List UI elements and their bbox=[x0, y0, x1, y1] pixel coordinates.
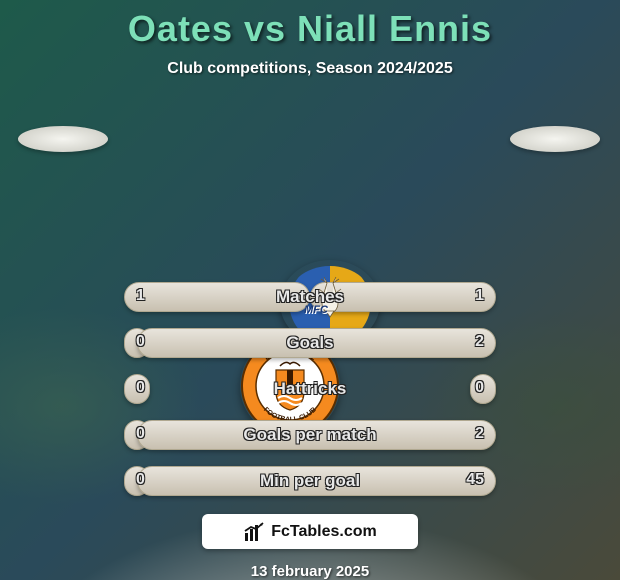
stat-value-right: 45 bbox=[466, 471, 484, 489]
page-title: Oates vs Niall Ennis bbox=[128, 8, 492, 50]
stat-row: Hattricks0 0 bbox=[124, 374, 496, 404]
stat-label: Hattricks bbox=[124, 379, 496, 399]
left-player-ellipse bbox=[18, 126, 108, 152]
stat-value-right: 1 bbox=[475, 287, 484, 305]
left-badge-initials: MFC bbox=[304, 304, 328, 316]
stat-bar-left bbox=[124, 282, 310, 312]
stat-row: Goals per match02 bbox=[124, 420, 496, 450]
brand-text: FcTables.com bbox=[271, 523, 377, 541]
date-line: 13 february 2025 bbox=[251, 563, 369, 580]
stat-value-left: 0 bbox=[136, 333, 145, 351]
stat-bar-right bbox=[137, 420, 496, 450]
stat-value-left: 0 bbox=[136, 379, 145, 397]
stat-value-left: 0 bbox=[136, 425, 145, 443]
stat-value-left: 1 bbox=[136, 287, 145, 305]
right-player-ellipse bbox=[510, 126, 600, 152]
stat-bar-right bbox=[137, 328, 496, 358]
stat-value-right: 2 bbox=[475, 425, 484, 443]
infographic-root: Oates vs Niall Ennis Club competitions, … bbox=[0, 0, 620, 580]
stat-bar-right bbox=[137, 466, 496, 496]
stat-row: Min per goal045 bbox=[124, 466, 496, 496]
page-subtitle: Club competitions, Season 2024/2025 bbox=[167, 60, 452, 78]
stat-value-right: 0 bbox=[475, 379, 484, 397]
stat-row: Goals02 bbox=[124, 328, 496, 358]
brand-chart-icon bbox=[243, 521, 265, 543]
stat-value-left: 0 bbox=[136, 471, 145, 489]
stat-value-right: 2 bbox=[475, 333, 484, 351]
brand-banner: FcTables.com bbox=[202, 514, 418, 549]
